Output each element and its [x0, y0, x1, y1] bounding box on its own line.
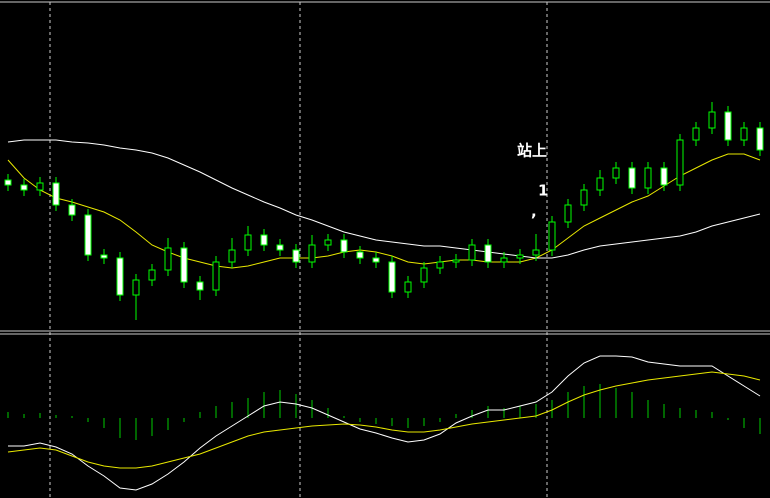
candle-body	[548, 221, 556, 251]
candle-body	[260, 234, 268, 246]
candle-body	[100, 254, 108, 259]
candle-body	[676, 139, 684, 186]
candle-body	[276, 244, 284, 251]
annotation: 1	[538, 182, 548, 200]
candle-body	[580, 189, 588, 206]
candle-body	[420, 267, 428, 283]
candle-body	[36, 182, 44, 191]
annotation: 站上	[517, 142, 547, 160]
candle-body	[452, 259, 460, 263]
candle-body	[228, 249, 236, 263]
candle-body	[244, 234, 252, 251]
candle-body	[532, 249, 540, 256]
candle-body	[148, 269, 156, 281]
candle-body	[740, 127, 748, 141]
candle-body	[388, 261, 396, 293]
candle-body	[708, 111, 716, 129]
candle-body	[68, 204, 76, 216]
candle-body	[196, 281, 204, 291]
candle-body	[484, 244, 492, 263]
candle-body	[516, 254, 524, 259]
candle-body	[628, 167, 636, 189]
annotation: ,	[531, 203, 537, 221]
line	[8, 355, 761, 491]
candle-body	[372, 257, 380, 263]
candle-body	[52, 182, 60, 206]
candle-body	[436, 261, 444, 269]
candle-body	[324, 239, 332, 246]
candle-body	[612, 167, 620, 179]
candle-body	[564, 204, 572, 223]
candle-body	[180, 247, 188, 283]
candle-body	[340, 239, 348, 253]
candle-body	[84, 214, 92, 256]
candle-body	[164, 247, 172, 271]
candle-body	[308, 244, 316, 263]
candle-body	[116, 257, 124, 296]
candle-body	[500, 257, 508, 263]
candle-body	[468, 244, 476, 261]
candle-body	[692, 127, 700, 141]
candle-body	[292, 249, 300, 263]
line	[7, 153, 761, 269]
candle-body	[756, 127, 764, 151]
candle-body	[596, 177, 604, 191]
period-separators	[49, 2, 548, 498]
candle-body	[356, 251, 364, 259]
line	[7, 371, 761, 469]
candle-body	[20, 184, 28, 191]
candle-body	[404, 281, 412, 293]
candle-body	[212, 261, 220, 291]
line	[7, 139, 761, 259]
candle-body	[4, 179, 12, 186]
candle-body	[132, 279, 140, 296]
candle-body	[644, 167, 652, 189]
candle-body	[660, 167, 668, 186]
candle-body	[724, 111, 732, 141]
